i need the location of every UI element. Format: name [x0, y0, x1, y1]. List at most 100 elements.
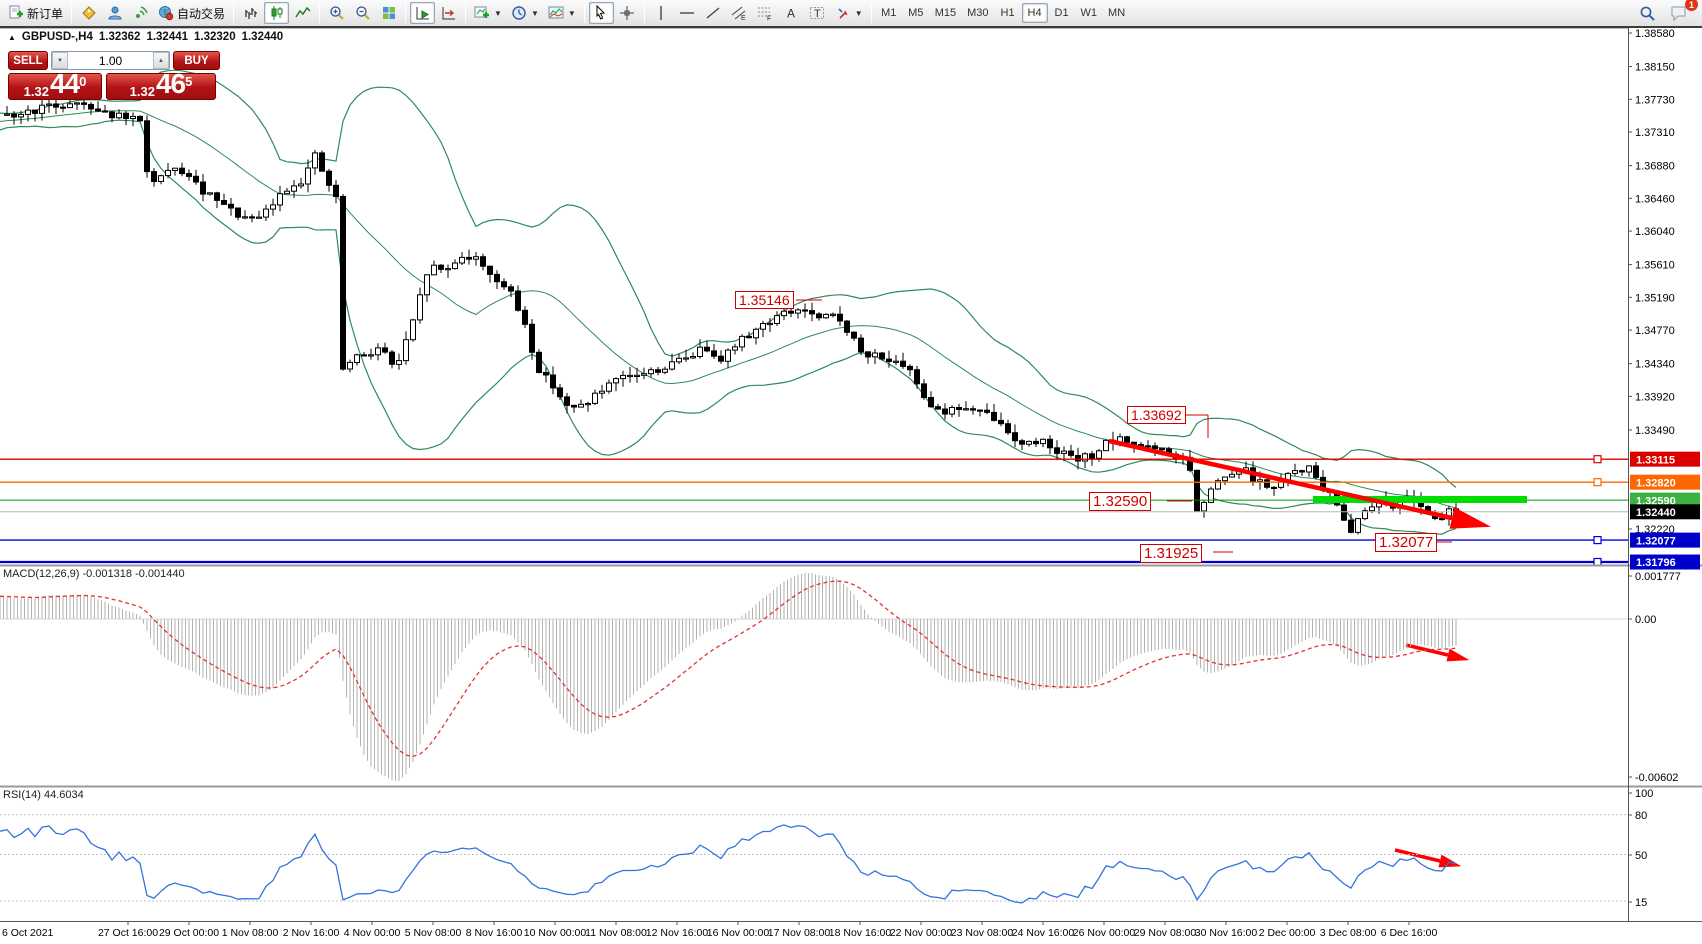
svg-text:1 Nov 08:00: 1 Nov 08:00	[222, 927, 279, 939]
chart-shift-button[interactable]	[436, 2, 461, 24]
buy-button[interactable]: BUY	[173, 51, 220, 70]
tile-windows-button[interactable]	[376, 2, 401, 24]
svg-text:A: A	[787, 7, 795, 21]
new-order-button[interactable]: 新订单	[4, 2, 67, 24]
sell-price[interactable]: 1.32 44 0	[8, 68, 102, 100]
channel-button[interactable]: E	[727, 2, 752, 24]
bollinger-bands	[0, 69, 1457, 535]
horizontal-line-button[interactable]	[675, 2, 700, 24]
svg-text:1.35190: 1.35190	[1635, 292, 1675, 304]
auto-scroll-button[interactable]	[410, 2, 436, 24]
volume-value[interactable]: 1.00	[98, 53, 123, 68]
svg-text:1.32440: 1.32440	[1636, 507, 1676, 519]
buy-price-big: 46	[155, 68, 186, 99]
sell-button[interactable]: SELL	[8, 51, 48, 70]
svg-text:15: 15	[1635, 897, 1647, 909]
timeframe-M1[interactable]: M1	[881, 7, 897, 19]
separator	[233, 3, 235, 23]
ohlc-high: 1.32441	[146, 31, 189, 43]
svg-text:4 Nov 00:00: 4 Nov 00:00	[344, 927, 401, 939]
arrows-icon	[838, 8, 848, 19]
svg-text:30 Nov 16:00: 30 Nov 16:00	[1195, 927, 1258, 939]
fibonacci-button[interactable]: F	[753, 2, 778, 24]
timeframe-W1[interactable]: W1	[1080, 7, 1098, 19]
macd-label: MACD(12,26,9) -0.001318 -0.001440	[3, 568, 185, 580]
price-annotation[interactable]: 1.32077	[1375, 533, 1438, 553]
notification-badge: 1	[1685, 0, 1698, 11]
new-order-icon	[9, 5, 23, 19]
price-badge	[1630, 504, 1700, 520]
separator	[870, 3, 872, 23]
axes: 1.38580 1.38150 1.37730 1.37310 1.36880 1.364…	[0, 28, 1702, 939]
ohlc-open: 1.32362	[98, 31, 141, 43]
symbol-title: GBPUSD-,H4	[21, 31, 93, 43]
price-badge	[1630, 451, 1700, 467]
clock-icon	[512, 6, 526, 20]
timeframe-M30[interactable]: M30	[967, 7, 989, 19]
volume-increase-button[interactable]: ▲	[153, 52, 169, 69]
svg-text:23 Nov 08:00: 23 Nov 08:00	[951, 927, 1014, 939]
chat-bubble-icon	[1671, 6, 1686, 21]
svg-text:0.00: 0.00	[1635, 614, 1656, 626]
sell-price-big: 44	[49, 68, 80, 99]
collapse-triangle-icon[interactable]: ▲	[8, 32, 16, 42]
search-button[interactable]	[1635, 2, 1660, 24]
separator	[583, 3, 585, 23]
bar-chart-button[interactable]	[238, 2, 263, 24]
svg-text:1.34340: 1.34340	[1635, 359, 1675, 371]
text-label-button[interactable]: T	[805, 2, 830, 24]
volume-decrease-button[interactable]: ▼	[52, 52, 68, 69]
svg-text:1.38150: 1.38150	[1635, 62, 1675, 74]
text-label-icon: T	[810, 7, 825, 20]
dropdown-arrow: ▼	[530, 8, 539, 18]
periods-button[interactable]: ▼	[507, 2, 543, 24]
price-annotation[interactable]: 1.33692	[1127, 406, 1186, 425]
timeframe-M5[interactable]: M5	[908, 7, 924, 19]
separator	[643, 3, 645, 23]
crosshair-button[interactable]	[615, 2, 640, 24]
gold-tag-button[interactable]	[76, 2, 101, 24]
dropdown-arrow: ▼	[854, 8, 863, 18]
cursor-button[interactable]	[588, 2, 614, 24]
timeframe-M15[interactable]: M15	[934, 7, 957, 19]
horizontal-line-icon	[680, 12, 695, 14]
notifications-button[interactable]: 1	[1666, 0, 1698, 24]
auto-trading-icon	[159, 6, 174, 21]
community-button[interactable]	[102, 2, 127, 24]
price-badge	[1630, 474, 1700, 490]
candlestick-chart-button[interactable]	[264, 2, 290, 24]
timeframe-H4[interactable]: H4	[1021, 3, 1048, 23]
timeframe-bar: M1 M5 M15 M30 H1 H4 D1 W1 MN	[876, 3, 1130, 23]
price-annotation[interactable]: 1.32590	[1089, 492, 1152, 512]
zoom-in-button[interactable]	[324, 2, 349, 24]
timeframe-MN[interactable]: MN	[1108, 7, 1126, 19]
trend-arrow[interactable]	[1394, 848, 1441, 863]
zoom-out-button[interactable]	[350, 2, 375, 24]
svg-text:2 Nov 16:00: 2 Nov 16:00	[283, 927, 340, 939]
vertical-line-button[interactable]	[649, 2, 674, 24]
price-annotation[interactable]: 1.35146	[735, 291, 794, 310]
signals-icon	[135, 6, 148, 18]
svg-text:80: 80	[1635, 810, 1647, 822]
text-button[interactable]: A	[779, 2, 804, 24]
text-icon: A	[787, 7, 795, 21]
auto-trading-button[interactable]: 自动交易	[154, 2, 229, 24]
price-annotation[interactable]: 1.31925	[1140, 544, 1203, 564]
trendline-button[interactable]	[701, 2, 726, 24]
buy-price[interactable]: 1.32 46 5	[106, 68, 216, 100]
new-chart-button[interactable]: ▼	[470, 2, 506, 24]
bar-chart-icon	[244, 8, 257, 19]
svg-text:27 Oct 16:00: 27 Oct 16:00	[98, 927, 158, 939]
trend-arrow[interactable]	[1108, 438, 1453, 521]
templates-button[interactable]: ▼	[544, 2, 580, 24]
timeframe-D1[interactable]: D1	[1054, 7, 1069, 19]
timeframe-H1[interactable]: H1	[1000, 7, 1015, 19]
toolbar: 新订单 自动交易 ▼ ▼ ▼ E F A T ▼ M1 M5 M15 M30 H1 H4 D…	[0, 0, 1702, 28]
arrows-button[interactable]: ▼	[831, 2, 867, 24]
line-chart-button[interactable]	[290, 2, 315, 24]
signals-button[interactable]	[128, 2, 153, 24]
svg-text:100: 100	[1635, 788, 1653, 800]
svg-text:1.32077: 1.32077	[1636, 535, 1676, 547]
